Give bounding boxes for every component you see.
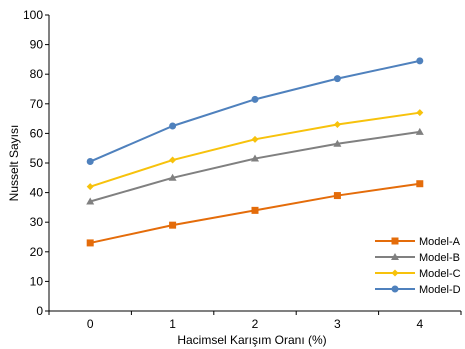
x-tick-label: 2: [252, 317, 259, 331]
data-point-model-a: [333, 192, 341, 200]
legend-label: Model-B: [419, 252, 460, 264]
data-point-model-a: [251, 206, 259, 214]
x-tick-label: 4: [416, 317, 423, 331]
series-model-a: [86, 180, 424, 247]
series-line-model-d: [89, 59, 421, 163]
data-point-model-b: [86, 197, 95, 205]
data-point-model-c: [169, 156, 177, 164]
y-tick-label: 10: [30, 274, 44, 288]
legend-label: Model-C: [419, 268, 461, 280]
series-lines: [86, 57, 424, 247]
legend-label: Model-A: [419, 236, 461, 248]
axes: [45, 14, 462, 315]
legend-item-model-c: Model-C: [375, 268, 461, 280]
y-tick-label: 100: [23, 8, 43, 22]
legend-item-model-b: Model-B: [375, 252, 460, 264]
legend-item-model-a: Model-A: [375, 236, 461, 248]
y-tick-label: 70: [30, 97, 44, 111]
data-point-model-d: [169, 122, 177, 130]
data-point-model-b: [251, 154, 259, 162]
data-point-model-d: [416, 57, 424, 65]
data-point-model-d: [333, 75, 341, 83]
legend-marker: [391, 269, 399, 277]
y-tick-label: 90: [30, 38, 44, 52]
y-tick-label: 40: [30, 186, 44, 200]
y-axis-label: Nusselt Sayısı: [7, 125, 21, 202]
legend-marker: [391, 285, 399, 293]
y-tick-label: 30: [30, 215, 44, 229]
y-tick-label: 60: [30, 126, 44, 140]
data-point-model-c: [416, 109, 424, 117]
series-line-model-c: [89, 111, 420, 188]
data-point-model-b: [415, 127, 424, 135]
legend-marker: [391, 237, 399, 245]
x-tick-label: 1: [169, 317, 176, 331]
legend: Model-A Model-B Model-C Model-D: [375, 236, 461, 296]
data-point-model-a: [416, 180, 424, 188]
series-model-d: [86, 57, 424, 166]
y-tick-label: 0: [36, 304, 43, 318]
legend-marker: [391, 253, 399, 260]
data-point-model-a: [169, 221, 177, 229]
legend-label: Model-D: [419, 284, 461, 296]
data-point-model-b: [333, 139, 342, 147]
data-point-model-c: [86, 183, 94, 191]
data-point-model-d: [251, 95, 259, 103]
data-point-model-c: [333, 121, 341, 129]
data-point-model-a: [86, 239, 94, 247]
legend-item-model-d: Model-D: [375, 284, 461, 296]
tick-labels: 0 10 20 30 40 50 60 70 80 90 100 0 1 2 3 4: [23, 8, 423, 331]
data-point-model-c: [251, 135, 259, 143]
x-tick-label: 0: [87, 317, 94, 331]
y-tick-label: 80: [30, 67, 44, 81]
series-model-c: [86, 109, 424, 191]
data-point-model-d: [86, 158, 94, 166]
x-axis-label: Hacimsel Karışım Oranı (%): [177, 333, 326, 347]
y-tick-label: 50: [30, 156, 44, 170]
y-tick-label: 20: [30, 245, 44, 259]
series-model-b: [86, 127, 424, 205]
x-tick-label: 3: [334, 317, 341, 331]
data-point-model-b: [168, 173, 177, 181]
